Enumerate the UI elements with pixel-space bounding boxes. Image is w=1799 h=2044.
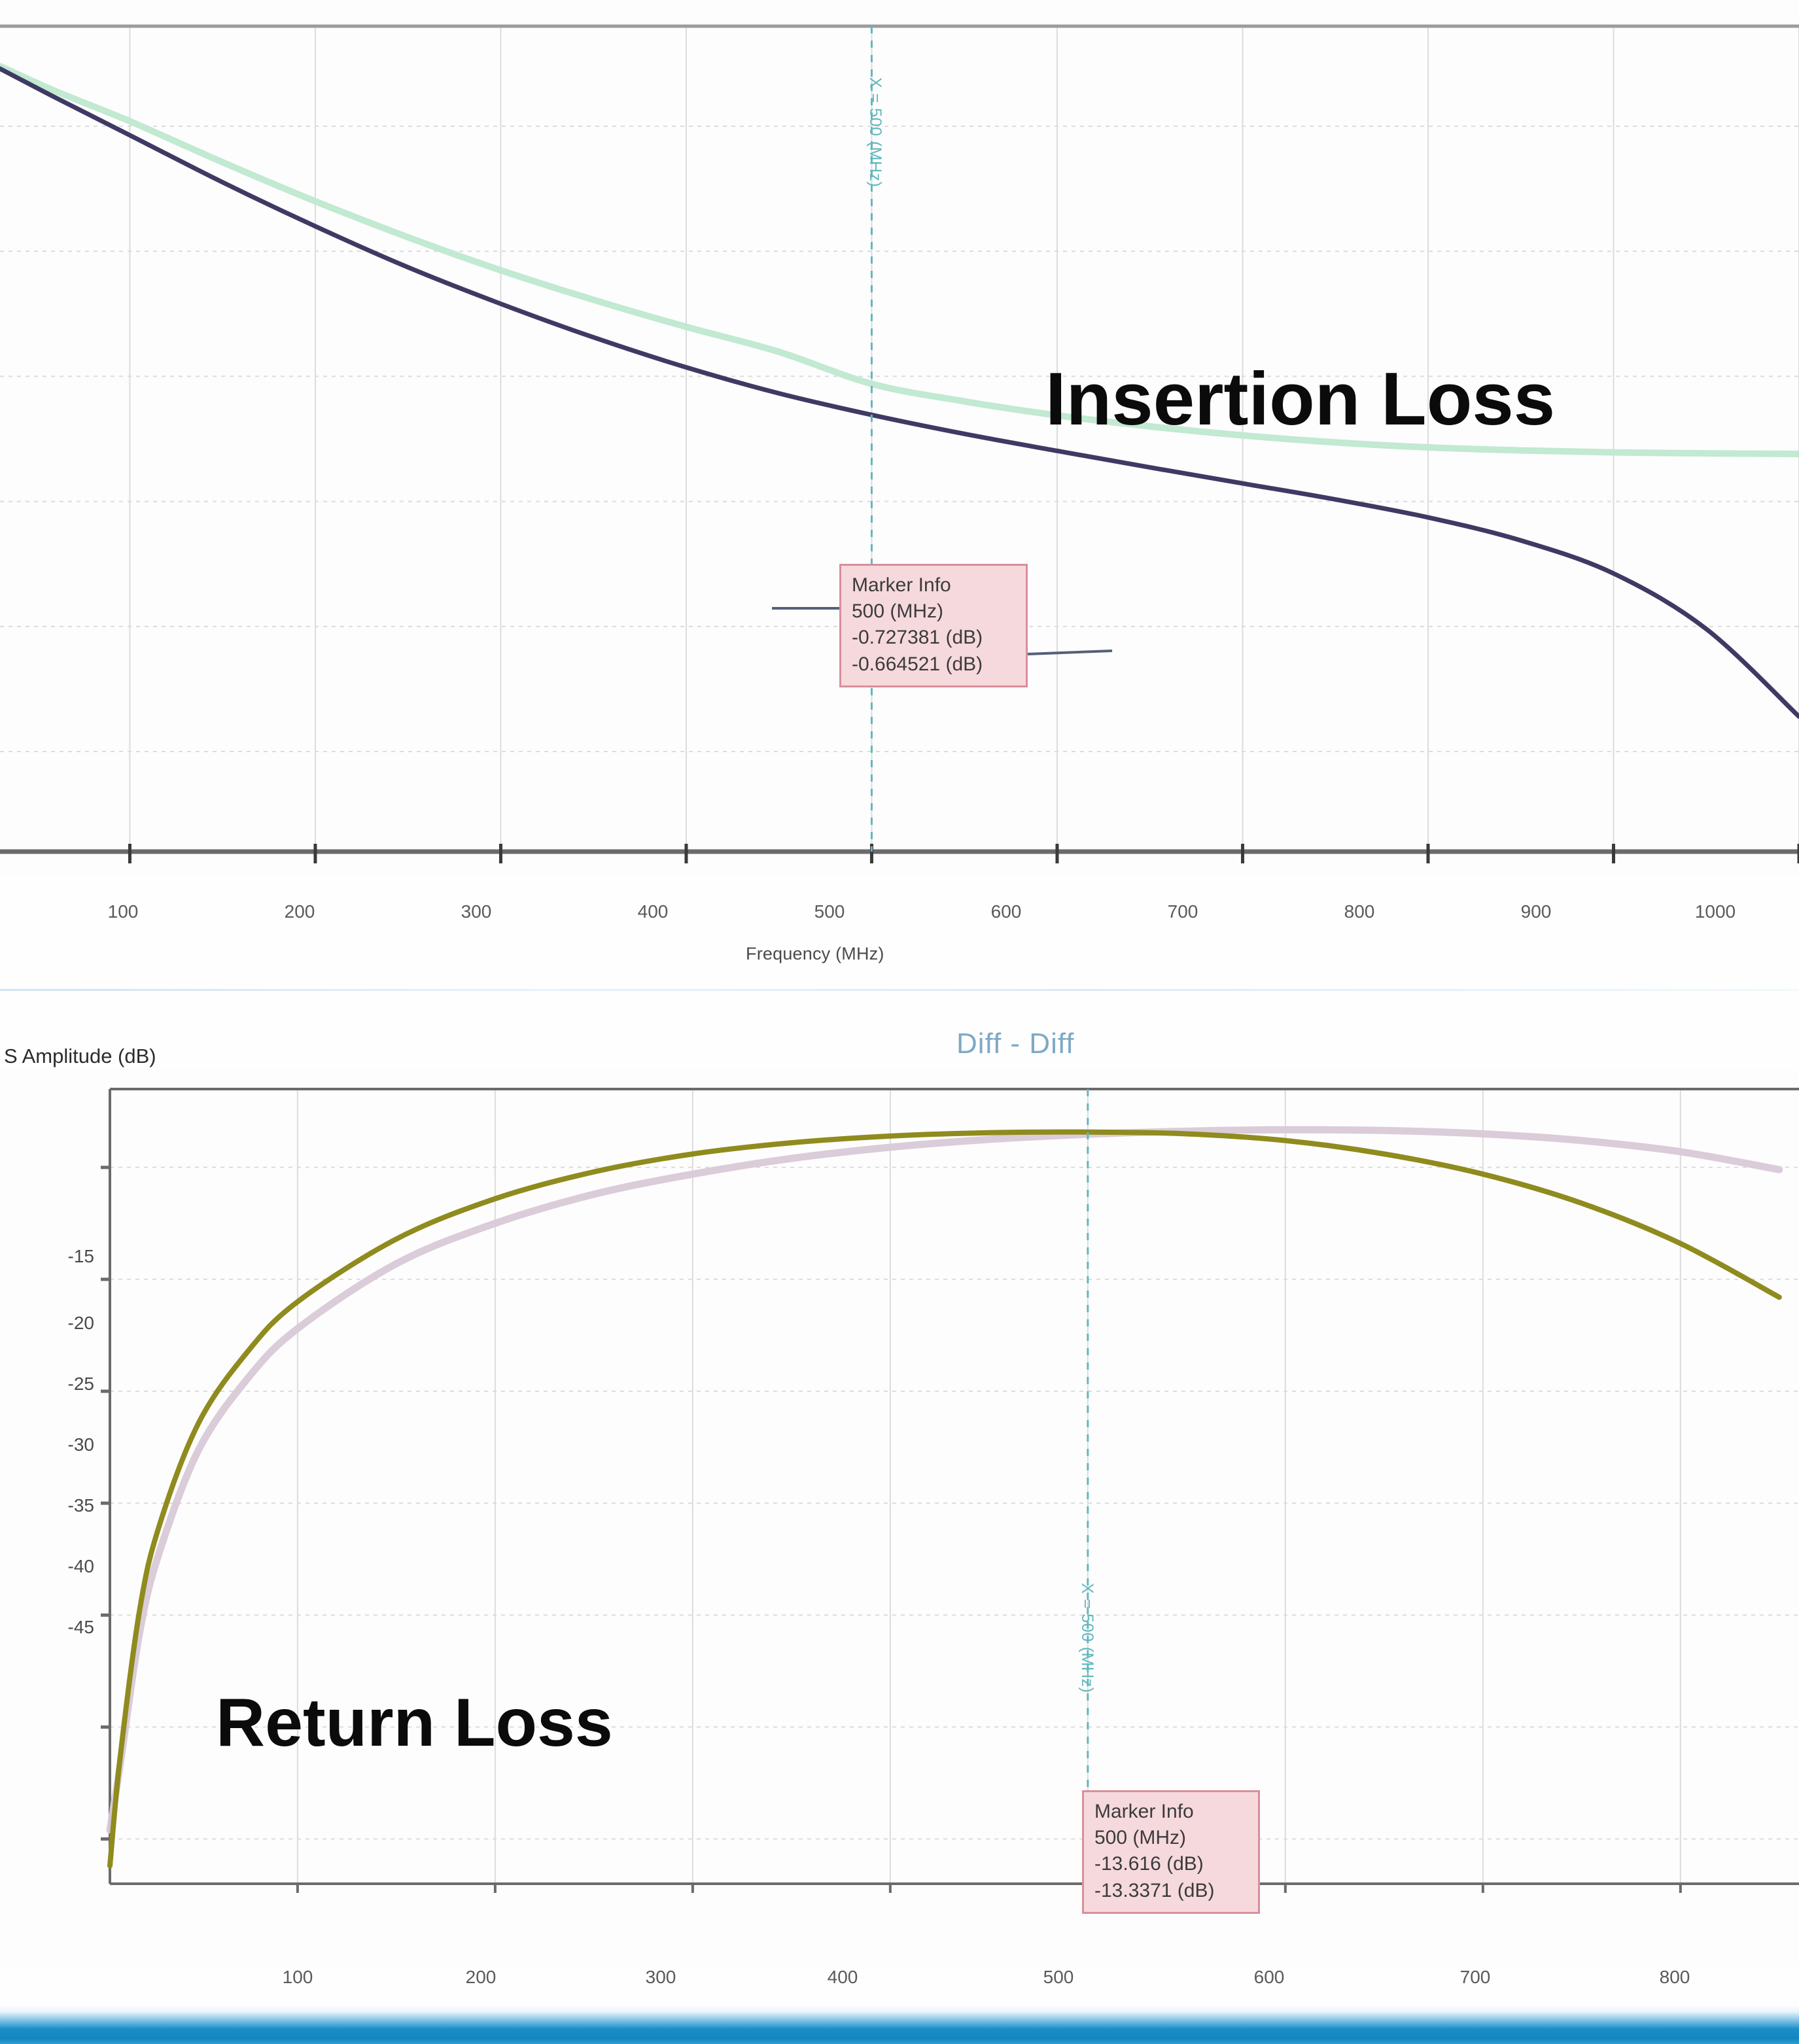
marker-info-value-2: -13.3371 (dB) — [1094, 1879, 1215, 1901]
y-tick-label: -20 — [67, 1313, 94, 1333]
x-axis-title-top: Frequency (MHz) — [746, 944, 884, 963]
x-tick-label: 1000 — [1694, 901, 1736, 922]
x-tick-label: 600 — [990, 901, 1022, 922]
marker-info-value-2: -0.664521 (dB) — [852, 653, 983, 675]
marker-info-title: Marker Info — [852, 574, 951, 596]
y-tick-label: -30 — [67, 1434, 94, 1455]
insertion-loss-plot-svg — [0, 24, 1799, 863]
insertion-loss-plot[interactable] — [0, 0, 1799, 876]
x-tick-label: 500 — [1043, 1967, 1074, 1987]
x-tick-label: 200 — [284, 901, 315, 922]
x-tick-label: 300 — [461, 901, 492, 922]
return-loss-plot-svg — [101, 1088, 1799, 1893]
x-tick-label: 100 — [282, 1967, 313, 1987]
marker-info-title: Marker Info — [1094, 1801, 1194, 1822]
x-tick-label: 700 — [1167, 901, 1198, 922]
y-axis-title-bottom: S Amplitude (dB) — [4, 1045, 156, 1067]
x-tick-label: 700 — [1459, 1967, 1491, 1987]
marker-info-box-top[interactable]: Marker Info 500 (MHz) -0.727381 (dB) -0.… — [839, 564, 1028, 687]
y-tick-label: -45 — [67, 1617, 94, 1637]
x-tick-label: 800 — [1659, 1967, 1690, 1987]
marker-info-value-1: -0.727381 (dB) — [852, 627, 983, 649]
y-tick-label: -35 — [67, 1495, 94, 1516]
x-tick-label: 200 — [465, 1967, 497, 1987]
y-tick-label: -25 — [67, 1374, 94, 1394]
insertion-loss-overlay-title: Insertion Loss — [1045, 358, 1556, 441]
y-tick-label: -40 — [67, 1556, 94, 1576]
marker-info-box-bottom[interactable]: Marker Info 500 (MHz) -13.616 (dB) -13.3… — [1082, 1790, 1260, 1914]
x-tick-label: 500 — [814, 901, 845, 922]
marker-info-value-1: -13.616 (dB) — [1094, 1853, 1204, 1875]
return-loss-panel: S Amplitude (dB) Diff - Diff -15 -20 -25… — [0, 991, 1799, 2044]
x-tick-label: 400 — [637, 901, 669, 922]
return-loss-overlay-title: Return Loss — [216, 1685, 613, 1761]
window-bottom-strip — [0, 2005, 1799, 2044]
x-tick-label: 400 — [827, 1967, 858, 1987]
return-loss-plot[interactable] — [0, 1069, 1799, 1966]
x-tick-label: 100 — [107, 901, 139, 922]
plot-center-title: Diff - Diff — [956, 1028, 1075, 1060]
marker-vline-label-top: X = 500 (MHz) — [866, 77, 884, 188]
insertion-loss-panel: X = 500 (MHz) 100 200 300 400 500 600 70… — [0, 0, 1799, 991]
x-tick-label: 800 — [1344, 901, 1375, 922]
x-tick-label: 600 — [1253, 1967, 1285, 1987]
x-tick-label: 900 — [1520, 901, 1552, 922]
marker-info-frequency: 500 (MHz) — [1094, 1827, 1187, 1849]
y-tick-label: -15 — [67, 1246, 94, 1266]
marker-info-frequency: 500 (MHz) — [852, 600, 944, 623]
marker-vline-label-bottom: X = 500 (MHz) — [1078, 1583, 1096, 1693]
x-tick-label: 300 — [645, 1967, 676, 1987]
